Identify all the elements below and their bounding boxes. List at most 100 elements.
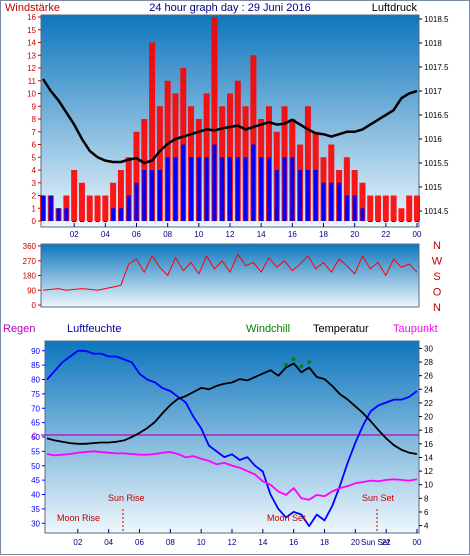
humidity-temperature-plot-area <box>44 340 420 534</box>
wind-mean-bar <box>305 170 310 221</box>
pressure-tick-label: 1016 <box>424 135 442 144</box>
direction-tick-label: 180 <box>23 272 37 281</box>
pressure-tick-label: 1016.5 <box>424 111 449 120</box>
pressure-tick-label: 1014.5 <box>424 207 449 216</box>
hour-tick-label: 22 <box>382 538 391 547</box>
wind-mean-bar <box>274 170 279 221</box>
wind-gust-bar <box>71 170 78 221</box>
compass-direction-label: S <box>433 271 440 283</box>
hour-tick-label: 04 <box>101 230 110 239</box>
wind-gust-bar <box>133 131 140 221</box>
wind-mean-bar <box>415 221 419 222</box>
hour-tick-label: 18 <box>320 538 329 547</box>
wind-direction-plot-area <box>40 243 420 308</box>
hour-tick-label: 06 <box>135 538 144 547</box>
wind-tick-label: 0 <box>32 217 37 226</box>
hour-tick-label: 20 <box>350 230 359 239</box>
temperature-tick-label: 28 <box>424 358 433 367</box>
wind-mean-bar <box>79 221 84 222</box>
hour-tick-label: 10 <box>194 230 203 239</box>
wind-axis-label: Windstärke <box>5 2 60 14</box>
sun-set-label: Sun Set <box>362 493 395 503</box>
wind-mean-bar <box>383 221 388 222</box>
sun-rise-label: Sun Rise <box>108 493 145 503</box>
wind-tick-label: 1 <box>32 204 37 213</box>
wind-mean-bar <box>298 170 303 221</box>
wind-gust-bar <box>382 195 389 221</box>
wind-mean-bar <box>126 195 131 221</box>
hour-tick-label: 22 <box>381 230 390 239</box>
windchill-point <box>307 360 311 364</box>
wind-tick-label: 3 <box>32 179 37 188</box>
wind-mean-bar <box>360 208 365 221</box>
wind-mean-bar <box>118 208 123 221</box>
pressure-tick-label: 1018 <box>424 39 442 48</box>
direction-tick-label: 0 <box>32 301 37 310</box>
wind-mean-bar <box>313 170 318 221</box>
wind-mean-bar <box>181 144 186 221</box>
wind-mean-bar <box>111 208 116 221</box>
wind-mean-bar <box>243 157 248 221</box>
wind-gust-bar <box>359 182 366 221</box>
wind-tick-label: 8 <box>32 115 37 124</box>
temperature-tick-label: 12 <box>424 467 433 476</box>
humidity-line <box>46 349 418 527</box>
wind-direction-line <box>42 253 418 291</box>
wind-mean-bar <box>150 170 155 221</box>
wind-mean-bar <box>103 221 108 222</box>
temperature-tick-label: 4 <box>424 522 429 531</box>
temperature-tick-label: 24 <box>424 385 433 394</box>
compass-direction-label: N <box>433 240 441 252</box>
humidity-temperature-marks: 30 35 40 45 50 55 60 65 70 75 80 85 90 4 6 8 10 12 14 16 18 2… <box>31 344 433 547</box>
humidity-tick-label: 35 <box>31 505 40 514</box>
wind-pressure-marks: 0123456789101112131415161014.510151015.5… <box>27 13 449 239</box>
temperature-tick-label: 26 <box>424 372 433 381</box>
windchill-point <box>284 362 288 367</box>
wind-gust-bar <box>156 106 163 221</box>
wind-tick-label: 16 <box>27 13 36 22</box>
pressure-tick-label: 1015 <box>424 183 442 192</box>
pressure-tick-label: 1017 <box>424 87 442 96</box>
temperature-tick-label: 20 <box>424 413 433 422</box>
temperature-tick-label: 14 <box>424 453 433 462</box>
wind-tick-label: 9 <box>32 102 37 111</box>
hour-tick-label: 16 <box>289 538 298 547</box>
direction-tick-label: 270 <box>23 257 37 266</box>
wind-mean-bar <box>376 221 381 222</box>
hour-tick-label: 02 <box>73 538 82 547</box>
temperature-tick-label: 8 <box>424 494 429 503</box>
hour-tick-label: 08 <box>166 538 175 547</box>
wind-gust-bar <box>78 182 85 221</box>
direction-tick-label: 360 <box>23 242 37 251</box>
compass-direction-label: W <box>432 256 443 268</box>
temperature-tick-label: 30 <box>424 344 433 353</box>
wind-mean-bar <box>56 208 61 221</box>
wind-tick-label: 2 <box>32 192 37 201</box>
wind-gust-bar <box>398 208 405 221</box>
temperature-legend-label: Temperatur <box>313 323 369 335</box>
wind-tick-label: 14 <box>27 39 36 48</box>
wind-gust-bar <box>234 80 241 221</box>
temperature-tick-label: 6 <box>424 508 429 517</box>
wind-gust-bar <box>343 157 350 221</box>
hour-tick-label: 00 <box>413 538 422 547</box>
hour-tick-label: 18 <box>319 230 328 239</box>
wind-tick-label: 13 <box>27 51 36 60</box>
wind-mean-bar <box>266 157 271 221</box>
pressure-tick-label: 1015.5 <box>424 159 449 168</box>
wind-mean-bar <box>165 157 170 221</box>
sun-set-time-label: Sun Set <box>361 538 390 547</box>
humidity-tick-label: 90 <box>31 347 40 356</box>
wind-gust-bar <box>367 195 374 221</box>
wind-mean-bar <box>196 157 201 221</box>
humidity-tick-label: 85 <box>31 361 40 370</box>
wind-mean-bar <box>173 157 178 221</box>
wind-mean-bar <box>329 182 334 221</box>
pressure-tick-label: 1018.5 <box>424 15 449 24</box>
chart-title: 24 hour graph day : 29 Juni 2016 <box>149 2 310 14</box>
wind-mean-bar <box>368 221 373 222</box>
hour-tick-label: 14 <box>258 538 267 547</box>
